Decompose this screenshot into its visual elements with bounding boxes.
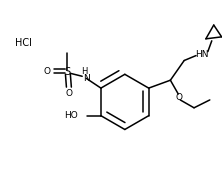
Text: HN: HN: [195, 50, 209, 59]
Text: N: N: [83, 74, 90, 83]
Text: O: O: [176, 93, 183, 102]
Text: HO: HO: [65, 111, 78, 120]
Text: H: H: [81, 67, 87, 76]
Text: HCl: HCl: [15, 38, 32, 48]
Text: O: O: [43, 67, 50, 76]
Text: O: O: [66, 89, 73, 97]
Text: S: S: [64, 67, 71, 77]
